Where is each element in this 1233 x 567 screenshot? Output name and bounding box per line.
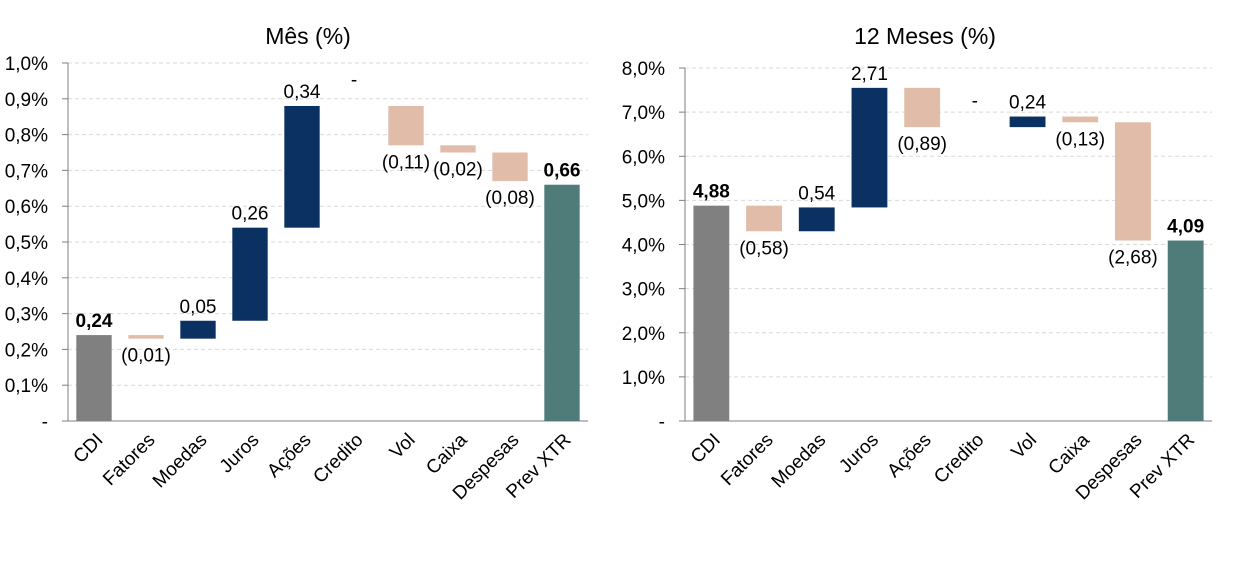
y-tick-label: 0,1% bbox=[5, 376, 48, 397]
data-label: (0,01) bbox=[121, 346, 171, 367]
y-tick-label: 1,0% bbox=[5, 54, 48, 75]
y-tick-label: 6,0% bbox=[622, 147, 665, 168]
x-tick-label: Fatores bbox=[717, 430, 777, 490]
chart-title: 12 Meses (%) bbox=[854, 23, 996, 49]
bar-caixa bbox=[1062, 116, 1099, 123]
data-label: 0,26 bbox=[232, 204, 269, 225]
bar-fatores bbox=[128, 335, 164, 339]
x-tick-label: Credito bbox=[930, 430, 988, 488]
x-tick-label: Credito bbox=[309, 430, 367, 488]
data-label: (0,11) bbox=[382, 152, 430, 173]
chart-month: Mês (%) - 0,1% 0,2% 0,3% 0,4% 0,5% 0,6% 0,7% 0,8… bbox=[5, 23, 588, 504]
bar-prev-xtr bbox=[544, 184, 580, 421]
bar-juros bbox=[232, 227, 268, 321]
x-tick-label: Vol bbox=[1008, 430, 1042, 464]
bar-fatores bbox=[746, 205, 782, 232]
y-tick-label: 0,2% bbox=[5, 340, 48, 361]
x-tick-label: Caixa bbox=[422, 429, 472, 479]
x-tick-label: Fatores bbox=[99, 430, 159, 490]
data-label: (0,02) bbox=[433, 160, 483, 181]
bar-despesas bbox=[492, 152, 528, 182]
bar-cdi bbox=[76, 335, 112, 421]
y-tick-label: 0,7% bbox=[5, 161, 48, 182]
data-label: 4,88 bbox=[693, 182, 730, 203]
y-tick-label: 7,0% bbox=[622, 103, 665, 124]
y-tick-label: 8,0% bbox=[622, 59, 665, 80]
bar-vol bbox=[1009, 116, 1046, 128]
bar-juros bbox=[851, 87, 888, 208]
data-label: (2,68) bbox=[1108, 248, 1158, 269]
data-label: 0,05 bbox=[180, 297, 217, 318]
chart-12-months: 12 Meses (%) - 1,0% 2,0% 3,0% 4,0% 5,0% 6,0% 7,… bbox=[622, 23, 1212, 504]
y-tick-label: 0,6% bbox=[5, 197, 48, 218]
x-tick-label: Juros bbox=[835, 430, 883, 478]
bar-vol bbox=[388, 105, 424, 146]
x-tick-label: CDI bbox=[687, 430, 725, 468]
y-tick-label: 0,8% bbox=[5, 126, 48, 147]
bar-despesas bbox=[1115, 122, 1151, 241]
bar-ações bbox=[284, 105, 320, 228]
y-tick-label: 0,3% bbox=[5, 305, 48, 326]
y-tick-label: 4,0% bbox=[622, 236, 665, 257]
data-label: 0,34 bbox=[284, 82, 321, 103]
y-tick-label: 0,5% bbox=[5, 233, 48, 254]
data-label: 4,09 bbox=[1167, 217, 1204, 238]
y-tick-label: 0,4% bbox=[5, 269, 48, 290]
x-tick-label: Juros bbox=[216, 430, 264, 478]
data-label: (0,08) bbox=[485, 188, 535, 209]
bar-prev-xtr bbox=[1167, 240, 1204, 421]
bar-moedas bbox=[180, 320, 216, 339]
data-label: (0,58) bbox=[739, 238, 789, 259]
data-label: - bbox=[351, 70, 357, 91]
data-label: 0,54 bbox=[798, 183, 835, 204]
data-label: 0,24 bbox=[1009, 93, 1046, 114]
x-tick-label: Caixa bbox=[1045, 429, 1095, 479]
y-tick-label: - bbox=[659, 412, 665, 433]
x-tick-label: Vol bbox=[386, 430, 420, 464]
y-tick-label: 3,0% bbox=[622, 280, 665, 301]
data-label: 0,24 bbox=[76, 311, 113, 332]
bar-ações bbox=[904, 87, 941, 128]
data-label: (0,13) bbox=[1055, 129, 1105, 150]
y-tick-label: 2,0% bbox=[622, 324, 665, 345]
bar-moedas bbox=[798, 207, 835, 232]
x-tick-label: Ações bbox=[883, 430, 935, 482]
data-label: 2,71 bbox=[851, 64, 888, 85]
x-tick-label: CDI bbox=[70, 430, 108, 468]
data-label: - bbox=[972, 91, 978, 112]
y-tick-label: - bbox=[42, 412, 48, 433]
data-label: (0,89) bbox=[897, 134, 947, 155]
x-tick-label: Ações bbox=[263, 430, 315, 482]
data-label: 0,66 bbox=[544, 161, 581, 182]
x-tick-label: Moedas bbox=[149, 430, 212, 493]
bar-cdi bbox=[693, 205, 730, 421]
x-tick-label: Moedas bbox=[768, 430, 831, 493]
bar-caixa bbox=[440, 145, 476, 153]
y-tick-label: 5,0% bbox=[622, 191, 665, 212]
y-tick-label: 1,0% bbox=[622, 368, 665, 389]
y-tick-label: 0,9% bbox=[5, 90, 48, 111]
chart-title: Mês (%) bbox=[265, 23, 351, 49]
